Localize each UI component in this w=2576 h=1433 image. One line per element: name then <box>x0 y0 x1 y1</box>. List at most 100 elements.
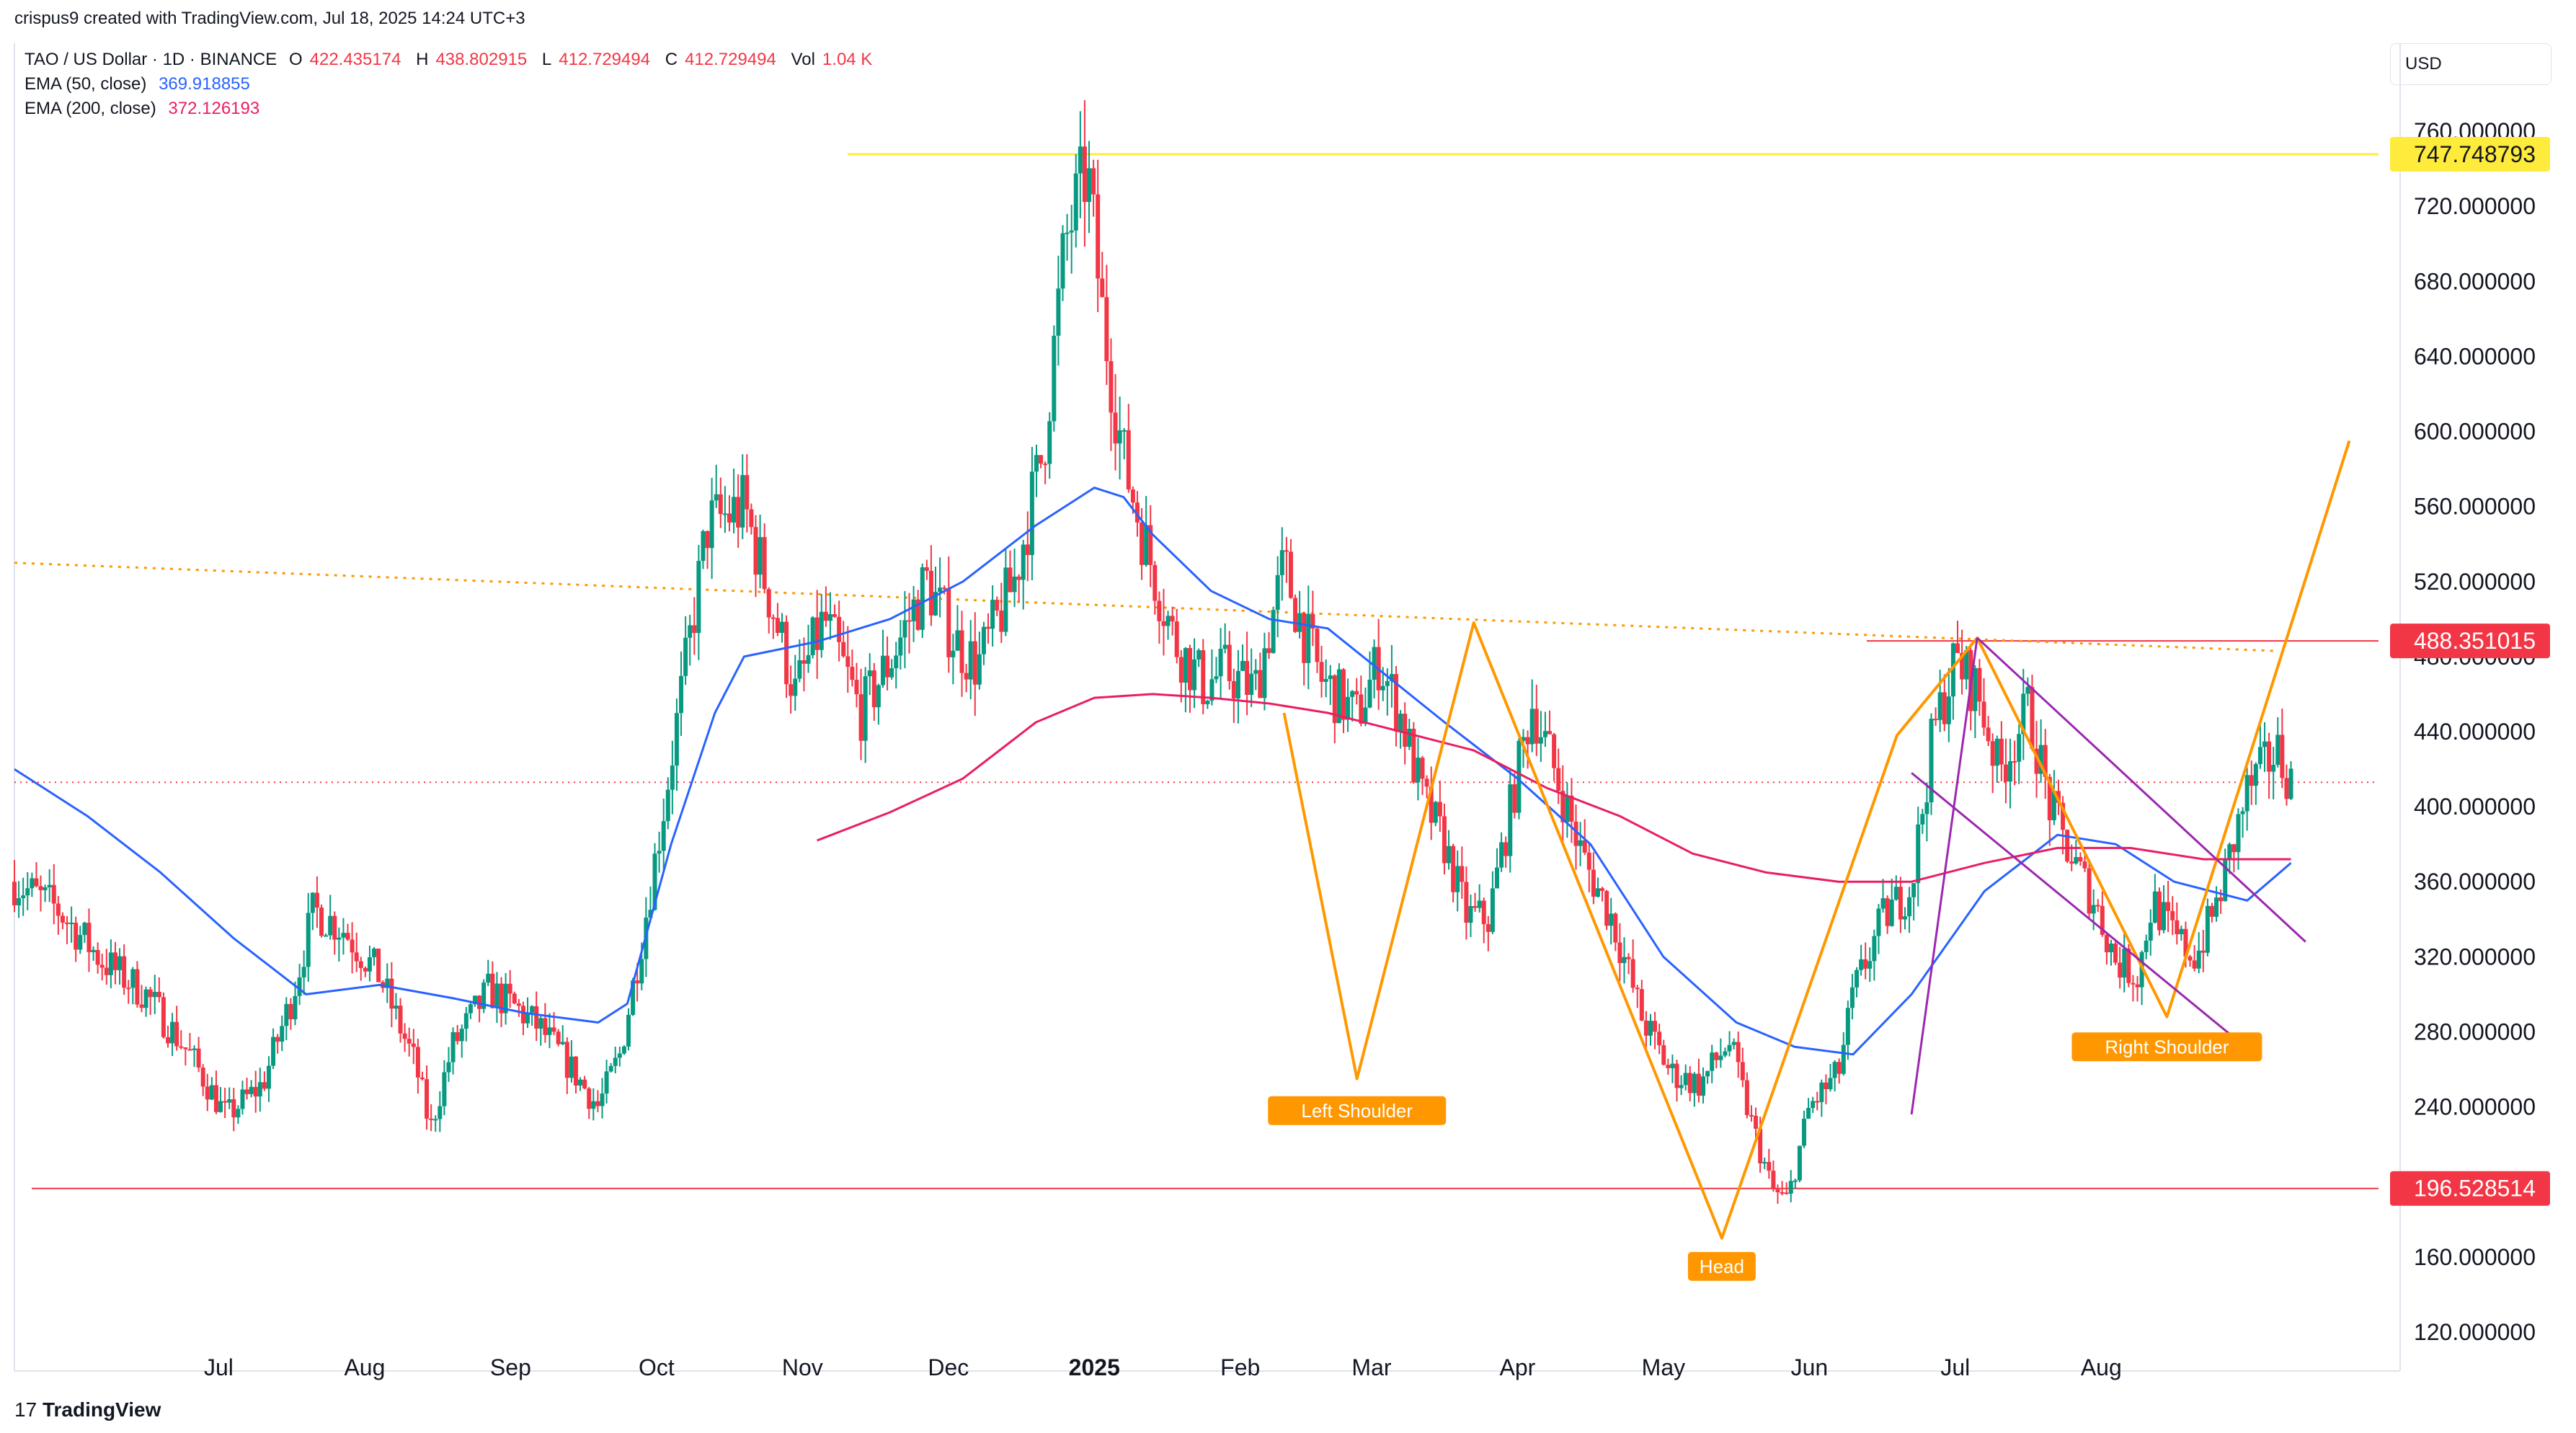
ema200-legend-row[interactable]: EMA (200, close) 372.126193 <box>25 97 882 121</box>
candle-body <box>174 1021 179 1047</box>
candle-body <box>108 952 113 975</box>
candle-body <box>450 1032 456 1062</box>
candle-body <box>319 908 324 936</box>
candle-body <box>665 789 670 822</box>
candle-body <box>376 948 381 982</box>
y-tick-label: 120.000000 <box>2414 1319 2536 1345</box>
candle-body <box>1214 676 1219 680</box>
y-tick-label: 640.000000 <box>2414 343 2536 369</box>
candle-body <box>1740 1062 1745 1081</box>
candle-body <box>257 1082 262 1097</box>
candle-body <box>47 884 52 888</box>
candle-body <box>1595 888 1600 897</box>
candle-body <box>2240 811 2245 815</box>
candle-body <box>1178 657 1183 683</box>
candle-body <box>814 617 820 650</box>
candle-body <box>714 494 719 501</box>
candle-body <box>1880 898 1886 909</box>
ema50-legend-row[interactable]: EMA (50, close) 369.918855 <box>25 72 882 97</box>
candle-body <box>2095 905 2100 907</box>
candle-body <box>55 903 61 916</box>
candle-body <box>2280 735 2285 778</box>
candle-body <box>1674 1063 1679 1088</box>
candle-body <box>1964 649 1969 680</box>
candle-body <box>1635 988 1640 990</box>
candle-body <box>1696 1073 1701 1096</box>
candle-body <box>407 1039 412 1044</box>
candle-body <box>582 1079 587 1088</box>
candle-body <box>657 851 662 854</box>
candle-body <box>1302 613 1307 663</box>
candle-body <box>288 1003 293 1020</box>
candle-body <box>1464 882 1469 923</box>
y-tick-label: 440.000000 <box>2414 719 2536 745</box>
candle-body <box>1591 869 1596 897</box>
candle-body <box>473 995 478 1005</box>
candle-body <box>1718 1055 1723 1060</box>
candle-body <box>2200 950 2206 953</box>
candle-body <box>556 1032 561 1044</box>
currency-selector[interactable]: USD <box>2390 43 2551 85</box>
candle-body <box>1609 913 1614 926</box>
candle-body <box>1512 784 1517 813</box>
candle-body <box>889 668 894 678</box>
candle-body <box>972 641 977 685</box>
candle-body <box>1714 1052 1719 1060</box>
candle-body <box>2091 905 2096 914</box>
candle-body <box>1481 900 1486 925</box>
candle-body <box>468 1004 473 1013</box>
candle-body <box>551 1027 556 1032</box>
candle-body <box>240 1089 245 1109</box>
candle-body <box>1192 659 1197 691</box>
candle-body <box>104 967 109 975</box>
candle-body <box>924 567 929 571</box>
candle-body <box>1731 1042 1736 1045</box>
candle-body <box>1060 233 1065 289</box>
candle-body <box>1855 970 1860 988</box>
candle-body <box>942 587 947 590</box>
falling-channel-line <box>1910 637 1978 1115</box>
tradingview-logo-icon: 17 <box>14 1398 37 1421</box>
candle-body <box>1815 1101 1820 1103</box>
candle-body <box>1841 1044 1846 1074</box>
symbol-row[interactable]: TAO / US Dollar · 1D · BINANCE O 422.4351… <box>25 48 882 72</box>
candle-body <box>1403 714 1408 747</box>
candle-body <box>152 992 157 998</box>
candle-body <box>907 620 912 622</box>
candle-body <box>253 1086 258 1097</box>
candle-body <box>2082 861 2087 869</box>
candle-body <box>1920 814 1925 825</box>
candle-body <box>148 989 153 998</box>
candle-body <box>1771 1171 1776 1189</box>
candle-body <box>1240 660 1245 671</box>
candle-body <box>827 614 832 621</box>
symbol-label[interactable]: TAO / US Dollar · 1D · BINANCE <box>25 50 277 69</box>
candle-body <box>95 949 100 965</box>
candle-body <box>534 1006 539 1029</box>
candle-body <box>1950 643 1955 697</box>
candle-body <box>389 978 394 1009</box>
candle-body <box>2179 928 2184 935</box>
candle-body <box>986 626 991 629</box>
ema200-value: 372.126193 <box>168 99 260 118</box>
candle-body <box>595 1101 600 1106</box>
candle-body <box>65 922 70 924</box>
candle-body <box>367 957 372 972</box>
candle-body <box>858 694 863 741</box>
candle-body <box>218 1101 223 1112</box>
candle-body <box>1893 887 1898 900</box>
candle-body <box>2249 775 2254 786</box>
candle-body <box>770 617 776 619</box>
candle-body <box>1078 146 1083 174</box>
candle-body <box>69 923 74 925</box>
candle-body <box>429 1118 434 1120</box>
candle-body <box>1824 1082 1829 1089</box>
tradingview-brand[interactable]: 17 TradingView <box>14 1398 161 1421</box>
candle-body <box>1394 674 1399 732</box>
candle-body <box>727 513 732 523</box>
candle-body <box>363 967 368 972</box>
x-tick-label: Oct <box>639 1354 675 1380</box>
candle-body <box>880 655 885 686</box>
candle-body <box>2051 791 2056 820</box>
